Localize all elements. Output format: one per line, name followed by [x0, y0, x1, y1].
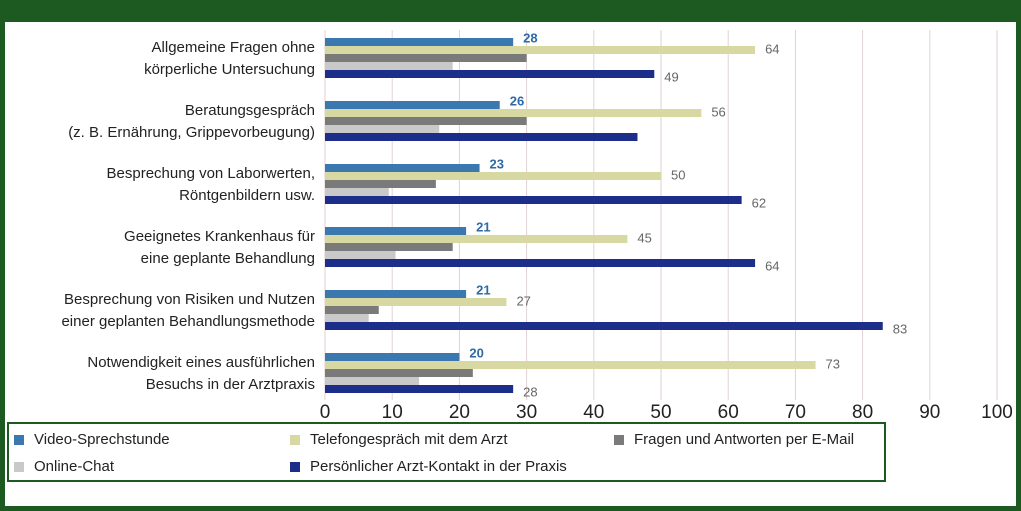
bar [325, 259, 756, 267]
category-label: einer geplanten Behandlungsmethode [61, 313, 315, 330]
bar [325, 377, 420, 385]
bar [325, 46, 756, 54]
bar [325, 196, 742, 204]
legend-box [7, 422, 886, 482]
category-label: Röntgenbildern usw. [179, 187, 315, 204]
bar [325, 54, 527, 62]
bar [325, 172, 661, 180]
x-tick-label: 100 [981, 402, 1013, 423]
x-tick-label: 80 [852, 402, 873, 423]
x-tick-label: 20 [449, 402, 470, 423]
legend-label: Telefongespräch mit dem Arzt [310, 431, 508, 448]
category-label: Besprechung von Risiken und Nutzen [64, 291, 315, 308]
bar [325, 290, 467, 298]
value-label: 64 [765, 41, 779, 56]
x-tick-label: 40 [583, 402, 604, 423]
bar [325, 361, 816, 369]
x-tick-label: 30 [516, 402, 537, 423]
legend-swatch [14, 462, 24, 472]
category-label: eine geplante Behandlung [141, 250, 315, 267]
value-label: 28 [523, 384, 537, 399]
legend-label: Fragen und Antworten per E-Mail [634, 431, 854, 448]
bar [325, 298, 507, 306]
category-label: Notwendigkeit eines ausführlichen [87, 354, 315, 371]
value-label: 26 [510, 93, 524, 108]
bar [325, 117, 527, 125]
bar [325, 125, 440, 133]
legend-swatch [14, 435, 24, 445]
category-label: (z. B. Ernährung, Grippevorbeugung) [68, 124, 315, 141]
value-label: 21 [476, 282, 490, 297]
bar [325, 314, 369, 322]
bar [325, 353, 460, 361]
value-label: 28 [523, 30, 537, 45]
value-label: 73 [826, 356, 840, 371]
value-label: 20 [469, 345, 483, 360]
bar [325, 133, 638, 141]
category-label: Allgemeine Fragen ohne [152, 39, 315, 56]
bar [325, 243, 453, 251]
bar [325, 180, 436, 188]
bar [325, 164, 480, 172]
bar [325, 251, 396, 259]
bar [325, 385, 514, 393]
value-label: 23 [490, 156, 504, 171]
category-label: Besprechung von Laborwerten, [107, 165, 315, 182]
bar [325, 109, 702, 117]
value-label: 56 [711, 104, 725, 119]
value-label: 49 [664, 69, 678, 84]
value-label: 83 [893, 321, 907, 336]
bar [325, 101, 500, 109]
x-tick-label: 60 [718, 402, 739, 423]
bar [325, 369, 473, 377]
bar [325, 62, 453, 70]
value-label: 45 [637, 230, 651, 245]
value-label: 62 [752, 195, 766, 210]
bar [325, 188, 389, 196]
category-label: Beratungsgespräch [185, 102, 315, 119]
bar [325, 70, 655, 78]
legend-label: Video-Sprechstunde [34, 431, 170, 448]
x-tick-label: 70 [785, 402, 806, 423]
x-tick-label: 90 [919, 402, 940, 423]
legend-label: Persönlicher Arzt-Kontakt in der Praxis [310, 458, 567, 475]
bar [325, 306, 379, 314]
bar [325, 322, 883, 330]
bar [325, 227, 467, 235]
bar [325, 38, 514, 46]
x-tick-label: 0 [320, 402, 331, 423]
legend-swatch [614, 435, 624, 445]
x-tick-label: 10 [382, 402, 403, 423]
legend-swatch [290, 435, 300, 445]
legend-label: Online-Chat [34, 458, 115, 475]
value-label: 21 [476, 219, 490, 234]
value-label: 27 [516, 293, 530, 308]
legend-swatch [290, 462, 300, 472]
x-tick-label: 50 [650, 402, 671, 423]
value-label: 64 [765, 258, 779, 273]
category-label: körperliche Untersuchung [144, 61, 315, 78]
bar [325, 235, 628, 243]
category-label: Geeignetes Krankenhaus für [124, 228, 315, 245]
category-label: Besuchs in der Arztpraxis [146, 376, 315, 393]
value-label: 50 [671, 167, 685, 182]
